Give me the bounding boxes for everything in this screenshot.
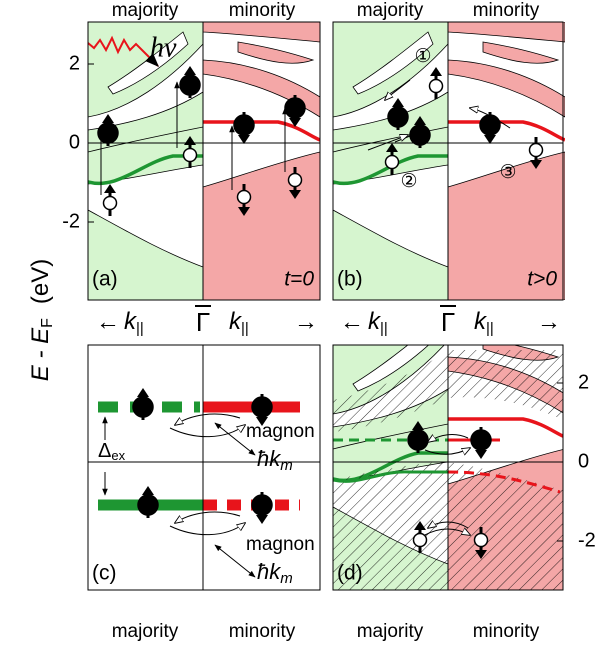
electron xyxy=(388,107,408,127)
hole xyxy=(430,80,443,93)
electron xyxy=(285,98,305,118)
hole xyxy=(289,174,302,187)
panel-c: Δex magnon ħkm magnon ħkm (c) majority m… xyxy=(88,345,320,642)
column-title: majority xyxy=(112,621,179,642)
electron xyxy=(252,495,272,515)
scatter-arrow xyxy=(170,425,245,437)
y-tick-label: 0 xyxy=(69,131,80,153)
panel-label: (d) xyxy=(337,562,363,585)
k-sub: || xyxy=(486,320,494,337)
panel-a: hν (a) t=0 majority minority xyxy=(88,0,320,300)
exchange-symbol: Δ xyxy=(98,440,111,462)
y-tick-label: 2 xyxy=(69,52,80,74)
bands xyxy=(333,22,565,300)
hole xyxy=(530,144,543,157)
magnon-momentum: ħkm xyxy=(257,446,293,474)
momentum-sub: m xyxy=(280,570,293,587)
hole xyxy=(104,197,117,210)
exchange-sub: ex xyxy=(111,448,125,463)
electron xyxy=(133,397,153,417)
scatter-arrow xyxy=(170,523,245,535)
energy-symbol: E - E xyxy=(27,327,54,381)
electron xyxy=(410,125,430,145)
band-structure xyxy=(333,319,565,597)
gamma-label: Γ xyxy=(196,307,210,337)
y-tick-label: 2 xyxy=(578,371,589,393)
k-arrow: → xyxy=(294,308,318,335)
k-label: k|| xyxy=(124,308,144,337)
momentum-sub: m xyxy=(280,457,293,474)
k-arrow: ← xyxy=(340,308,364,335)
electron xyxy=(138,495,158,515)
electron xyxy=(98,123,118,143)
y-tick-label: -2 xyxy=(578,529,596,551)
k-label: k|| xyxy=(368,308,388,337)
figure: hν (a) t=0 majority minority ① ② ③ (b) t… xyxy=(0,0,613,645)
photon-label: hν xyxy=(150,32,177,63)
spin-head xyxy=(475,450,487,459)
panel-label: (c) xyxy=(92,562,117,585)
magnon-label: magnon xyxy=(246,421,315,442)
energy-sub: F xyxy=(39,318,56,328)
k-label: k|| xyxy=(474,308,494,337)
electron xyxy=(471,430,491,450)
spin-head xyxy=(137,388,149,397)
scatter-arrow xyxy=(175,512,240,523)
k-sub: || xyxy=(380,320,388,337)
step-marker: ③ xyxy=(499,162,516,183)
column-title: minority xyxy=(229,621,296,642)
hole xyxy=(414,534,427,547)
panel-label: (b) xyxy=(337,268,363,291)
scatter-arrow xyxy=(175,414,240,425)
electron xyxy=(234,115,254,135)
energy-unit: (eV) xyxy=(27,259,54,304)
exchange-label: Δex xyxy=(98,440,126,463)
y-tick-label: -2 xyxy=(62,210,80,232)
magnon-label: magnon xyxy=(246,534,315,555)
panel-d: (d) majority minority xyxy=(333,319,565,642)
hole xyxy=(475,534,488,547)
panel-label: (a) xyxy=(92,268,118,291)
k-arrow: → xyxy=(537,308,561,335)
column-title: minority xyxy=(473,621,540,642)
hole xyxy=(386,156,399,169)
electron xyxy=(408,430,428,450)
hole xyxy=(238,191,251,204)
y-tick-label: 0 xyxy=(578,450,589,472)
time-label: t>0 xyxy=(527,268,557,291)
column-title: minority xyxy=(229,0,296,21)
k-arrow: ← xyxy=(96,308,120,335)
step-marker: ② xyxy=(400,171,417,192)
momentum-symbol: ħk xyxy=(257,559,281,584)
energy-axis-label: E - EF (eV) xyxy=(27,259,56,381)
gamma-label: Γ xyxy=(441,307,455,337)
column-title: majority xyxy=(357,621,424,642)
column-title: minority xyxy=(473,0,540,21)
k-label: k|| xyxy=(229,308,249,337)
magnon-momentum: ħkm xyxy=(257,559,293,587)
k-sub: || xyxy=(241,320,249,337)
momentum-symbol: ħk xyxy=(257,446,281,471)
electron xyxy=(252,397,272,417)
k-sub: || xyxy=(136,320,144,337)
spin-head xyxy=(142,486,154,495)
band-structure xyxy=(333,22,565,300)
column-title: majority xyxy=(112,0,179,21)
column-title: majority xyxy=(357,0,424,21)
hole xyxy=(184,149,197,162)
spin-head xyxy=(256,515,268,524)
electron xyxy=(480,115,500,135)
step-marker: ① xyxy=(414,46,431,67)
electron xyxy=(180,75,200,95)
time-label: t=0 xyxy=(284,268,314,291)
